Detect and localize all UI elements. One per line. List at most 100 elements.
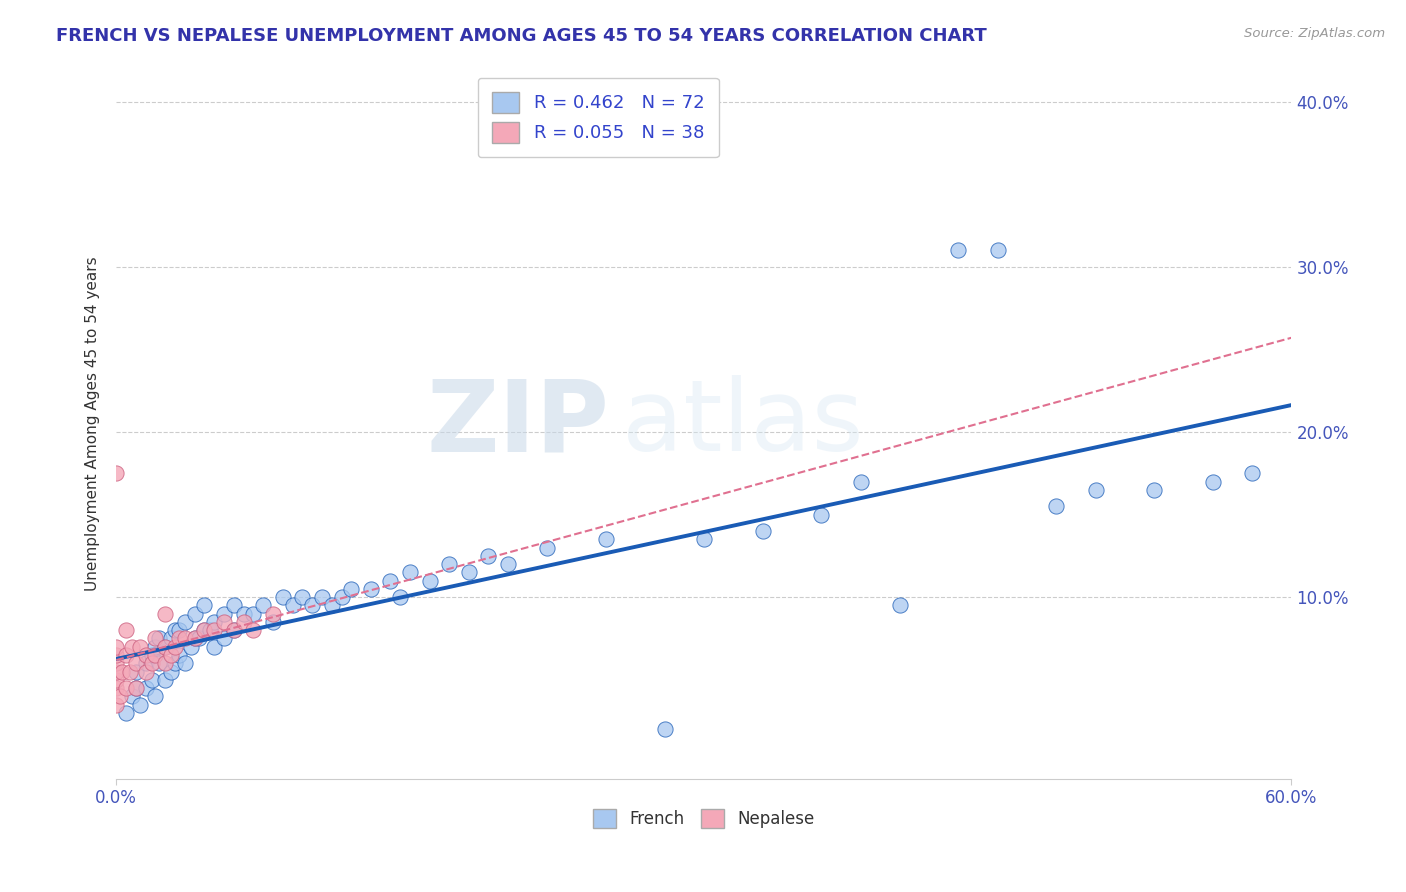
Point [115,706,138,720]
Point [155,607,177,621]
Point [128,698,150,712]
Point [399,566,422,580]
Point [135,681,157,695]
Point [125,665,148,679]
Point [141,657,163,671]
Legend: French, Nepalese: French, Nepalese [586,802,821,835]
Point [105,681,128,695]
Point [128,640,150,654]
Point [810,508,832,522]
Point [125,657,148,671]
Point [105,648,128,662]
Point [595,533,617,547]
Point [419,574,441,588]
Point [389,590,412,604]
Point [193,599,215,613]
Point [173,632,195,646]
Point [242,607,264,621]
Point [173,615,195,629]
Point [291,590,314,604]
Point [105,640,128,654]
Point [262,607,284,621]
Point [751,524,773,538]
Point [167,648,190,662]
Point [271,590,294,604]
Point [1202,475,1225,489]
Point [183,607,205,621]
Point [193,624,215,638]
Point [145,640,167,654]
Point [187,632,209,646]
Point [330,590,353,604]
Point [360,582,382,596]
Point [183,632,205,646]
Point [242,624,264,638]
Point [1084,483,1107,497]
Point [125,681,148,695]
Point [311,590,333,604]
Point [115,624,138,638]
Point [163,640,186,654]
Point [155,640,177,654]
Point [115,648,138,662]
Point [145,690,167,704]
Point [155,657,177,671]
Point [145,632,167,646]
Y-axis label: Unemployment Among Ages 45 to 54 years: Unemployment Among Ages 45 to 54 years [86,256,100,591]
Point [439,557,461,571]
Point [1241,467,1264,481]
Point [141,673,163,687]
Point [380,574,402,588]
Point [160,665,183,679]
Point [105,698,128,712]
Point [232,615,254,629]
Point [108,690,131,704]
Point [281,599,304,613]
Point [115,681,138,695]
Point [105,657,128,671]
Point [948,244,970,258]
Point [111,665,134,679]
Point [212,607,235,621]
Point [222,624,245,638]
Point [202,640,225,654]
Point [232,607,254,621]
Point [301,599,323,613]
Text: FRENCH VS NEPALESE UNEMPLOYMENT AMONG AGES 45 TO 54 YEARS CORRELATION CHART: FRENCH VS NEPALESE UNEMPLOYMENT AMONG AG… [56,27,987,45]
Point [135,648,157,662]
Point [496,557,519,571]
Point [145,648,167,662]
Point [183,632,205,646]
Point [167,624,190,638]
Point [849,475,872,489]
Point [105,467,128,481]
Point [180,640,202,654]
Point [321,599,343,613]
Text: ZIP: ZIP [427,376,610,472]
Point [693,533,716,547]
Point [222,624,245,638]
Text: Source: ZipAtlas.com: Source: ZipAtlas.com [1244,27,1385,40]
Point [987,244,1010,258]
Point [121,690,143,704]
Point [340,582,363,596]
Point [252,599,274,613]
Point [167,632,190,646]
Point [1143,483,1166,497]
Point [135,665,157,679]
Point [155,673,177,687]
Point [1045,500,1067,514]
Text: atlas: atlas [621,376,863,472]
Point [212,632,235,646]
Point [121,640,143,654]
Point [135,657,157,671]
Point [262,615,284,629]
Point [163,657,186,671]
Point [536,541,558,555]
Point [200,624,222,638]
Point [457,566,479,580]
Point [148,657,170,671]
Point [105,673,128,687]
Point [118,665,141,679]
Point [141,648,163,662]
